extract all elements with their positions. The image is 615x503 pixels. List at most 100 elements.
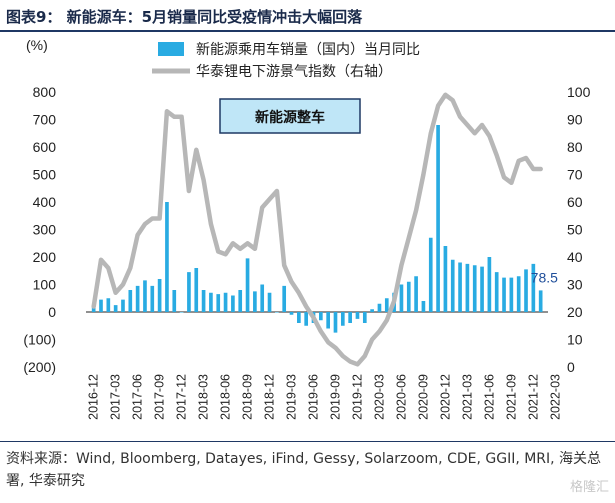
bar xyxy=(472,265,477,312)
right-axis-tick: 50 xyxy=(567,222,583,238)
tick-labels: 8007006005004003002001000(100)(200)(%)10… xyxy=(23,37,590,420)
x-axis-tick: 2017-12 xyxy=(175,374,189,420)
bar xyxy=(143,280,147,312)
x-axis-tick: 2019-03 xyxy=(285,374,299,420)
annotation-text: 新能源整车 xyxy=(255,109,325,126)
right-axis-tick: 40 xyxy=(567,249,583,265)
bar xyxy=(319,312,323,321)
x-axis-tick: 2017-06 xyxy=(131,374,145,420)
x-axis-tick: 2018-06 xyxy=(219,374,233,420)
bar xyxy=(516,276,521,312)
right-axis-tick: 0 xyxy=(567,359,575,375)
bar xyxy=(223,292,228,312)
index-line xyxy=(91,92,543,367)
left-axis-tick: 400 xyxy=(33,194,57,210)
x-axis-tick: 2018-03 xyxy=(197,374,211,420)
bar xyxy=(406,281,411,312)
x-axis-tick: 2020-09 xyxy=(416,374,430,420)
legend-bar-label: 新能源乘用车销量（国内）当月同比 xyxy=(196,41,420,58)
bar xyxy=(245,258,250,312)
chart-title: 图表9： 新能源车：5月销量同比受疫情冲击大幅回落 xyxy=(6,8,363,26)
bar xyxy=(494,272,499,312)
bar xyxy=(304,312,309,326)
bar xyxy=(450,259,455,312)
right-axis-tick: 30 xyxy=(567,277,583,293)
left-axis-tick: 100 xyxy=(33,277,57,293)
bar xyxy=(99,299,103,312)
bar xyxy=(384,298,389,312)
x-axis-tick: 2021-06 xyxy=(482,374,496,420)
source-note: 资料来源：Wind, Bloomberg, Datayes, iFind, Ge… xyxy=(6,451,602,489)
bar xyxy=(465,263,470,312)
right-axis-tick: 90 xyxy=(567,112,583,128)
x-axis-tick: 2021-03 xyxy=(460,374,474,420)
annotation-box-frame xyxy=(219,98,361,134)
left-axis-tick: 600 xyxy=(33,139,57,155)
bar xyxy=(135,285,140,312)
x-axis-tick: 2020-06 xyxy=(394,374,408,420)
bar xyxy=(524,269,528,312)
bar xyxy=(297,312,301,323)
left-axis-tick: 200 xyxy=(33,249,57,265)
bar xyxy=(326,312,330,329)
bar xyxy=(509,277,514,312)
bar xyxy=(538,290,543,312)
x-axis-tick: 2016-12 xyxy=(87,374,101,420)
bar xyxy=(201,290,206,312)
bar xyxy=(260,284,265,312)
bar xyxy=(502,277,506,312)
bar xyxy=(165,202,169,312)
bar xyxy=(487,257,492,312)
x-axis-tick: 2018-09 xyxy=(241,374,255,420)
bar xyxy=(238,290,243,312)
bar xyxy=(399,284,404,312)
right-axis-tick: 60 xyxy=(567,194,583,210)
x-axis-tick: 2021-12 xyxy=(526,374,540,420)
bar xyxy=(348,312,352,323)
footer-divider xyxy=(0,441,615,442)
left-axis-tick: 500 xyxy=(33,167,57,183)
left-axis-unit: (%) xyxy=(26,37,48,53)
watermark-logo: 格隆汇 xyxy=(569,480,609,495)
left-axis-tick: (200) xyxy=(23,359,56,375)
right-axis-tick: 70 xyxy=(567,167,583,183)
bar xyxy=(421,301,426,312)
x-axis-tick: 2020-03 xyxy=(372,374,386,420)
bar xyxy=(128,290,133,312)
bar-data-label: 78.5 xyxy=(531,269,558,285)
bar xyxy=(187,272,191,312)
left-axis-tick: 300 xyxy=(33,222,57,238)
left-axis-tick: 700 xyxy=(33,112,57,128)
right-axis-tick: 20 xyxy=(567,304,583,320)
left-axis-tick: 0 xyxy=(48,304,56,320)
bar xyxy=(282,285,287,312)
bar xyxy=(253,291,257,312)
bar xyxy=(113,305,118,312)
bar xyxy=(150,285,155,312)
right-axis-tick: 80 xyxy=(567,139,583,155)
right-axis-tick: 100 xyxy=(567,84,591,100)
x-axis-tick: 2017-09 xyxy=(153,374,167,420)
bar xyxy=(157,279,162,312)
bar xyxy=(106,298,111,312)
title-divider xyxy=(0,30,615,32)
bar xyxy=(179,312,184,313)
x-axis-tick: 2019-12 xyxy=(350,374,364,420)
bar xyxy=(216,294,221,312)
bar xyxy=(333,312,338,333)
legend-bar-swatch xyxy=(158,42,184,56)
x-axis-tick: 2022-03 xyxy=(548,374,562,420)
left-axis-tick: 800 xyxy=(33,84,57,100)
bar xyxy=(209,292,213,312)
bar xyxy=(267,292,272,312)
x-axis-tick: 2020-12 xyxy=(438,374,452,420)
bar xyxy=(231,295,235,312)
bar xyxy=(362,312,367,323)
right-axis-tick: 10 xyxy=(567,332,583,348)
bar xyxy=(436,125,440,312)
bar xyxy=(355,312,360,319)
bar xyxy=(121,299,125,312)
bar xyxy=(443,246,448,312)
bar xyxy=(340,312,345,326)
